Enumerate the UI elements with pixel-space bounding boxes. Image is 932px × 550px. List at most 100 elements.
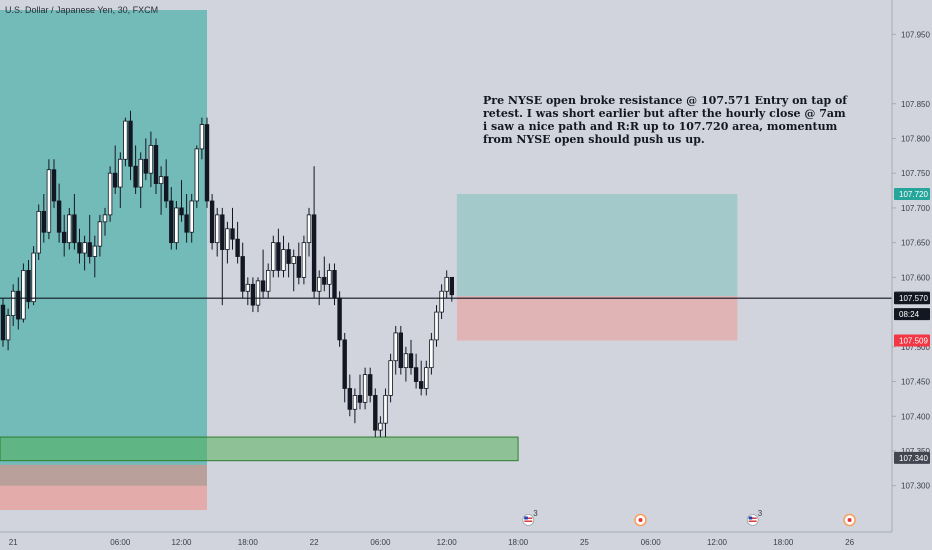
candle[interactable] [174, 200, 179, 250]
candle[interactable] [347, 374, 352, 417]
candle[interactable] [413, 353, 419, 389]
candle[interactable] [439, 284, 444, 320]
candle[interactable] [408, 339, 414, 375]
candle[interactable] [0, 298, 6, 347]
candle[interactable] [337, 291, 342, 347]
candle[interactable] [97, 214, 103, 257]
candle[interactable] [118, 152, 123, 208]
candle[interactable] [21, 263, 26, 323]
candle[interactable] [271, 235, 276, 278]
candle[interactable] [158, 166, 164, 215]
candle[interactable] [87, 214, 92, 264]
candle[interactable] [179, 180, 184, 222]
candle[interactable] [250, 277, 256, 313]
demand-zone[interactable] [0, 436, 519, 462]
candle[interactable] [56, 183, 62, 243]
candle[interactable] [281, 235, 286, 278]
candle[interactable] [311, 166, 317, 299]
candle[interactable] [424, 360, 429, 396]
candle[interactable] [163, 159, 169, 208]
candle[interactable] [296, 242, 301, 285]
candle[interactable] [189, 194, 194, 243]
candle[interactable] [291, 249, 296, 292]
candle[interactable] [77, 228, 82, 264]
candle[interactable] [220, 207, 225, 306]
candle[interactable] [102, 207, 108, 236]
candle[interactable] [352, 388, 358, 424]
candle[interactable] [214, 207, 220, 257]
candle[interactable] [322, 256, 327, 292]
candle[interactable] [209, 194, 215, 250]
us-flag-icon[interactable]: 3 [522, 509, 539, 526]
candle[interactable] [67, 207, 72, 250]
candle[interactable] [31, 246, 36, 306]
price-tag-box [894, 292, 930, 305]
candle[interactable] [199, 117, 205, 160]
candle[interactable] [16, 277, 21, 330]
candle[interactable] [194, 145, 199, 208]
candle[interactable] [51, 159, 57, 208]
economic-event-icon[interactable] [843, 513, 856, 527]
candle[interactable] [327, 263, 332, 299]
candle[interactable] [398, 325, 403, 375]
left-loss-zone[interactable] [0, 464, 207, 510]
candle[interactable] [403, 346, 409, 382]
candle[interactable] [276, 228, 281, 278]
candle[interactable] [72, 194, 77, 250]
candle[interactable] [260, 249, 266, 299]
candle[interactable] [316, 270, 322, 306]
candle[interactable] [133, 145, 138, 195]
candle[interactable] [26, 260, 31, 309]
candle[interactable] [5, 308, 11, 351]
us-flag-icon[interactable]: 3 [746, 509, 763, 526]
candle[interactable] [429, 332, 434, 375]
candle[interactable] [444, 270, 449, 299]
candle[interactable] [92, 235, 97, 278]
candle[interactable] [378, 416, 383, 438]
candle[interactable] [128, 110, 133, 181]
long-stop-zone[interactable] [456, 296, 738, 341]
economic-event-icon[interactable] [634, 513, 647, 527]
candle[interactable] [388, 353, 393, 403]
candle[interactable] [107, 166, 113, 222]
candle[interactable] [286, 242, 291, 278]
candle[interactable] [357, 374, 363, 410]
left-profit-zone[interactable] [0, 10, 207, 486]
candle[interactable] [373, 388, 378, 438]
candle[interactable] [41, 194, 46, 243]
candle[interactable] [46, 159, 52, 240]
candle[interactable] [367, 367, 373, 403]
candle[interactable] [113, 145, 118, 195]
candle[interactable] [362, 367, 368, 410]
candle[interactable] [225, 221, 230, 264]
long-target-zone[interactable] [456, 194, 738, 297]
candle[interactable] [240, 242, 245, 299]
candle[interactable] [245, 277, 250, 306]
candle[interactable] [342, 332, 347, 403]
candle[interactable] [153, 138, 159, 195]
candle[interactable] [204, 117, 210, 208]
trade-annotation[interactable]: Pre NYSE open broke resistance @ 107.571… [483, 94, 848, 146]
candle[interactable] [82, 235, 87, 271]
candle[interactable] [434, 305, 439, 347]
candle[interactable] [123, 117, 128, 167]
candle[interactable] [301, 235, 307, 285]
candle[interactable] [230, 207, 235, 250]
candle[interactable] [138, 152, 143, 208]
candle[interactable] [306, 207, 312, 257]
candle[interactable] [235, 221, 240, 264]
candle[interactable] [143, 138, 148, 181]
candle[interactable] [148, 131, 154, 188]
candle[interactable] [169, 187, 174, 250]
candle[interactable] [383, 388, 388, 438]
candle[interactable] [184, 194, 189, 243]
candle[interactable] [255, 277, 261, 313]
candle[interactable] [393, 325, 398, 375]
candle[interactable] [10, 284, 16, 326]
candle[interactable] [265, 263, 271, 299]
candle[interactable] [36, 204, 41, 260]
candle[interactable] [62, 214, 67, 257]
candle[interactable] [418, 360, 424, 396]
